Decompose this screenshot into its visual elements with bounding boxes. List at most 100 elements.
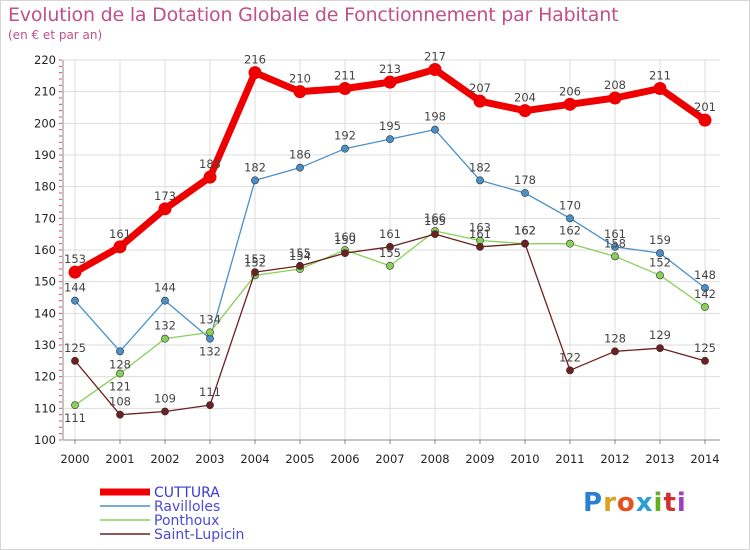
data-point <box>386 242 394 251</box>
chart-subtitle: (en € et par an) <box>8 28 103 42</box>
logo-letter: r <box>603 488 617 518</box>
data-point <box>701 356 709 365</box>
data-label: 161 <box>109 227 131 241</box>
data-point <box>158 202 172 216</box>
data-label: 148 <box>694 268 716 282</box>
data-point <box>386 135 394 144</box>
logo-letter: i <box>676 488 687 518</box>
data-label: 129 <box>649 328 671 342</box>
legend-label: Ravilloles <box>154 499 220 515</box>
data-point <box>563 97 577 111</box>
data-point <box>71 356 79 365</box>
data-label: 155 <box>379 246 401 260</box>
axes: 100 110 120 130 140 150 160 170 180 190 200 210 220 2… <box>34 53 720 466</box>
data-label: 125 <box>694 341 716 355</box>
data-label: 125 <box>64 341 86 355</box>
data-point <box>116 347 124 356</box>
data-label: 206 <box>559 84 581 98</box>
data-label: 152 <box>649 255 671 269</box>
data-label: 144 <box>154 281 176 295</box>
data-point <box>296 163 304 172</box>
data-label: 108 <box>109 395 131 409</box>
data-label: 208 <box>604 78 626 92</box>
data-label: 109 <box>154 392 176 406</box>
data-point <box>71 401 79 410</box>
y-tick-label: 130 <box>34 338 56 352</box>
x-tick-label: 2007 <box>375 452 404 466</box>
data-point <box>116 410 124 419</box>
data-label: 204 <box>514 91 536 105</box>
data-point <box>341 249 349 258</box>
legend-item-saint-lupicin: Saint-Lupicin <box>100 527 244 543</box>
series-cuttura <box>68 63 712 279</box>
data-point <box>251 268 259 277</box>
data-point <box>656 344 664 353</box>
data-point <box>518 104 532 118</box>
data-label: 163 <box>469 221 491 235</box>
data-label: 162 <box>559 224 581 238</box>
y-tick-label: 190 <box>34 148 56 162</box>
logo-letter: i <box>653 488 664 518</box>
data-label: 158 <box>604 236 626 250</box>
data-point <box>566 214 574 223</box>
data-point <box>341 144 349 153</box>
legend-label: Ponthoux <box>154 513 219 529</box>
data-label: 216 <box>244 53 266 67</box>
data-point <box>521 189 529 197</box>
data-point <box>161 296 169 305</box>
data-label: 159 <box>649 233 671 247</box>
data-label: 182 <box>244 160 266 174</box>
data-point <box>71 296 79 305</box>
y-tick-label: 210 <box>34 85 56 99</box>
legend-item-cuttura: CUTTURA <box>100 485 220 501</box>
data-point <box>473 94 487 108</box>
x-tick-label: 2005 <box>285 452 314 466</box>
x-tick-label: 2004 <box>240 452 269 466</box>
y-tick-label: 160 <box>34 243 56 257</box>
data-point <box>251 176 259 185</box>
data-label: 111 <box>199 385 221 399</box>
data-label: 211 <box>334 69 356 83</box>
data-label: 217 <box>424 50 446 64</box>
data-label: 182 <box>469 160 491 174</box>
series-ravilloles <box>71 125 709 356</box>
data-point <box>611 242 619 251</box>
data-label: 166 <box>424 211 446 225</box>
data-point <box>248 66 262 80</box>
data-point <box>431 230 439 239</box>
data-label: 211 <box>649 69 671 83</box>
data-label: 155 <box>289 246 311 260</box>
data-label: 122 <box>559 350 581 364</box>
chart-title: Evolution de la Dotation Globale de Fonc… <box>8 4 619 26</box>
data-point <box>113 240 127 254</box>
data-label: 161 <box>379 227 401 241</box>
x-tick-label: 2008 <box>420 452 449 466</box>
data-label: 153 <box>244 252 266 266</box>
x-tick-label: 2012 <box>600 452 629 466</box>
data-label: 111 <box>64 411 86 425</box>
data-label: 192 <box>334 129 356 143</box>
data-label: 162 <box>514 224 536 238</box>
data-point <box>383 75 397 89</box>
y-tick-label: 140 <box>34 306 56 320</box>
legend-item-ponthoux: Ponthoux <box>100 513 219 529</box>
data-label: 134 <box>199 312 221 326</box>
data-point <box>68 265 82 279</box>
data-point <box>701 303 709 311</box>
x-tick-label: 2002 <box>150 452 179 466</box>
data-label: 198 <box>424 110 446 124</box>
x-tick-label: 2013 <box>645 452 674 466</box>
x-tick-label: 2011 <box>555 452 584 466</box>
data-label: 178 <box>514 173 536 187</box>
data-label: 132 <box>154 319 176 333</box>
data-label: 207 <box>469 81 491 95</box>
data-point <box>431 125 439 134</box>
data-label: 142 <box>694 287 716 301</box>
data-point <box>161 334 169 343</box>
x-tick-label: 2009 <box>465 452 494 466</box>
data-label: 170 <box>559 198 581 212</box>
y-tick-label: 180 <box>34 180 56 194</box>
data-point <box>608 91 622 105</box>
data-point <box>611 252 619 261</box>
